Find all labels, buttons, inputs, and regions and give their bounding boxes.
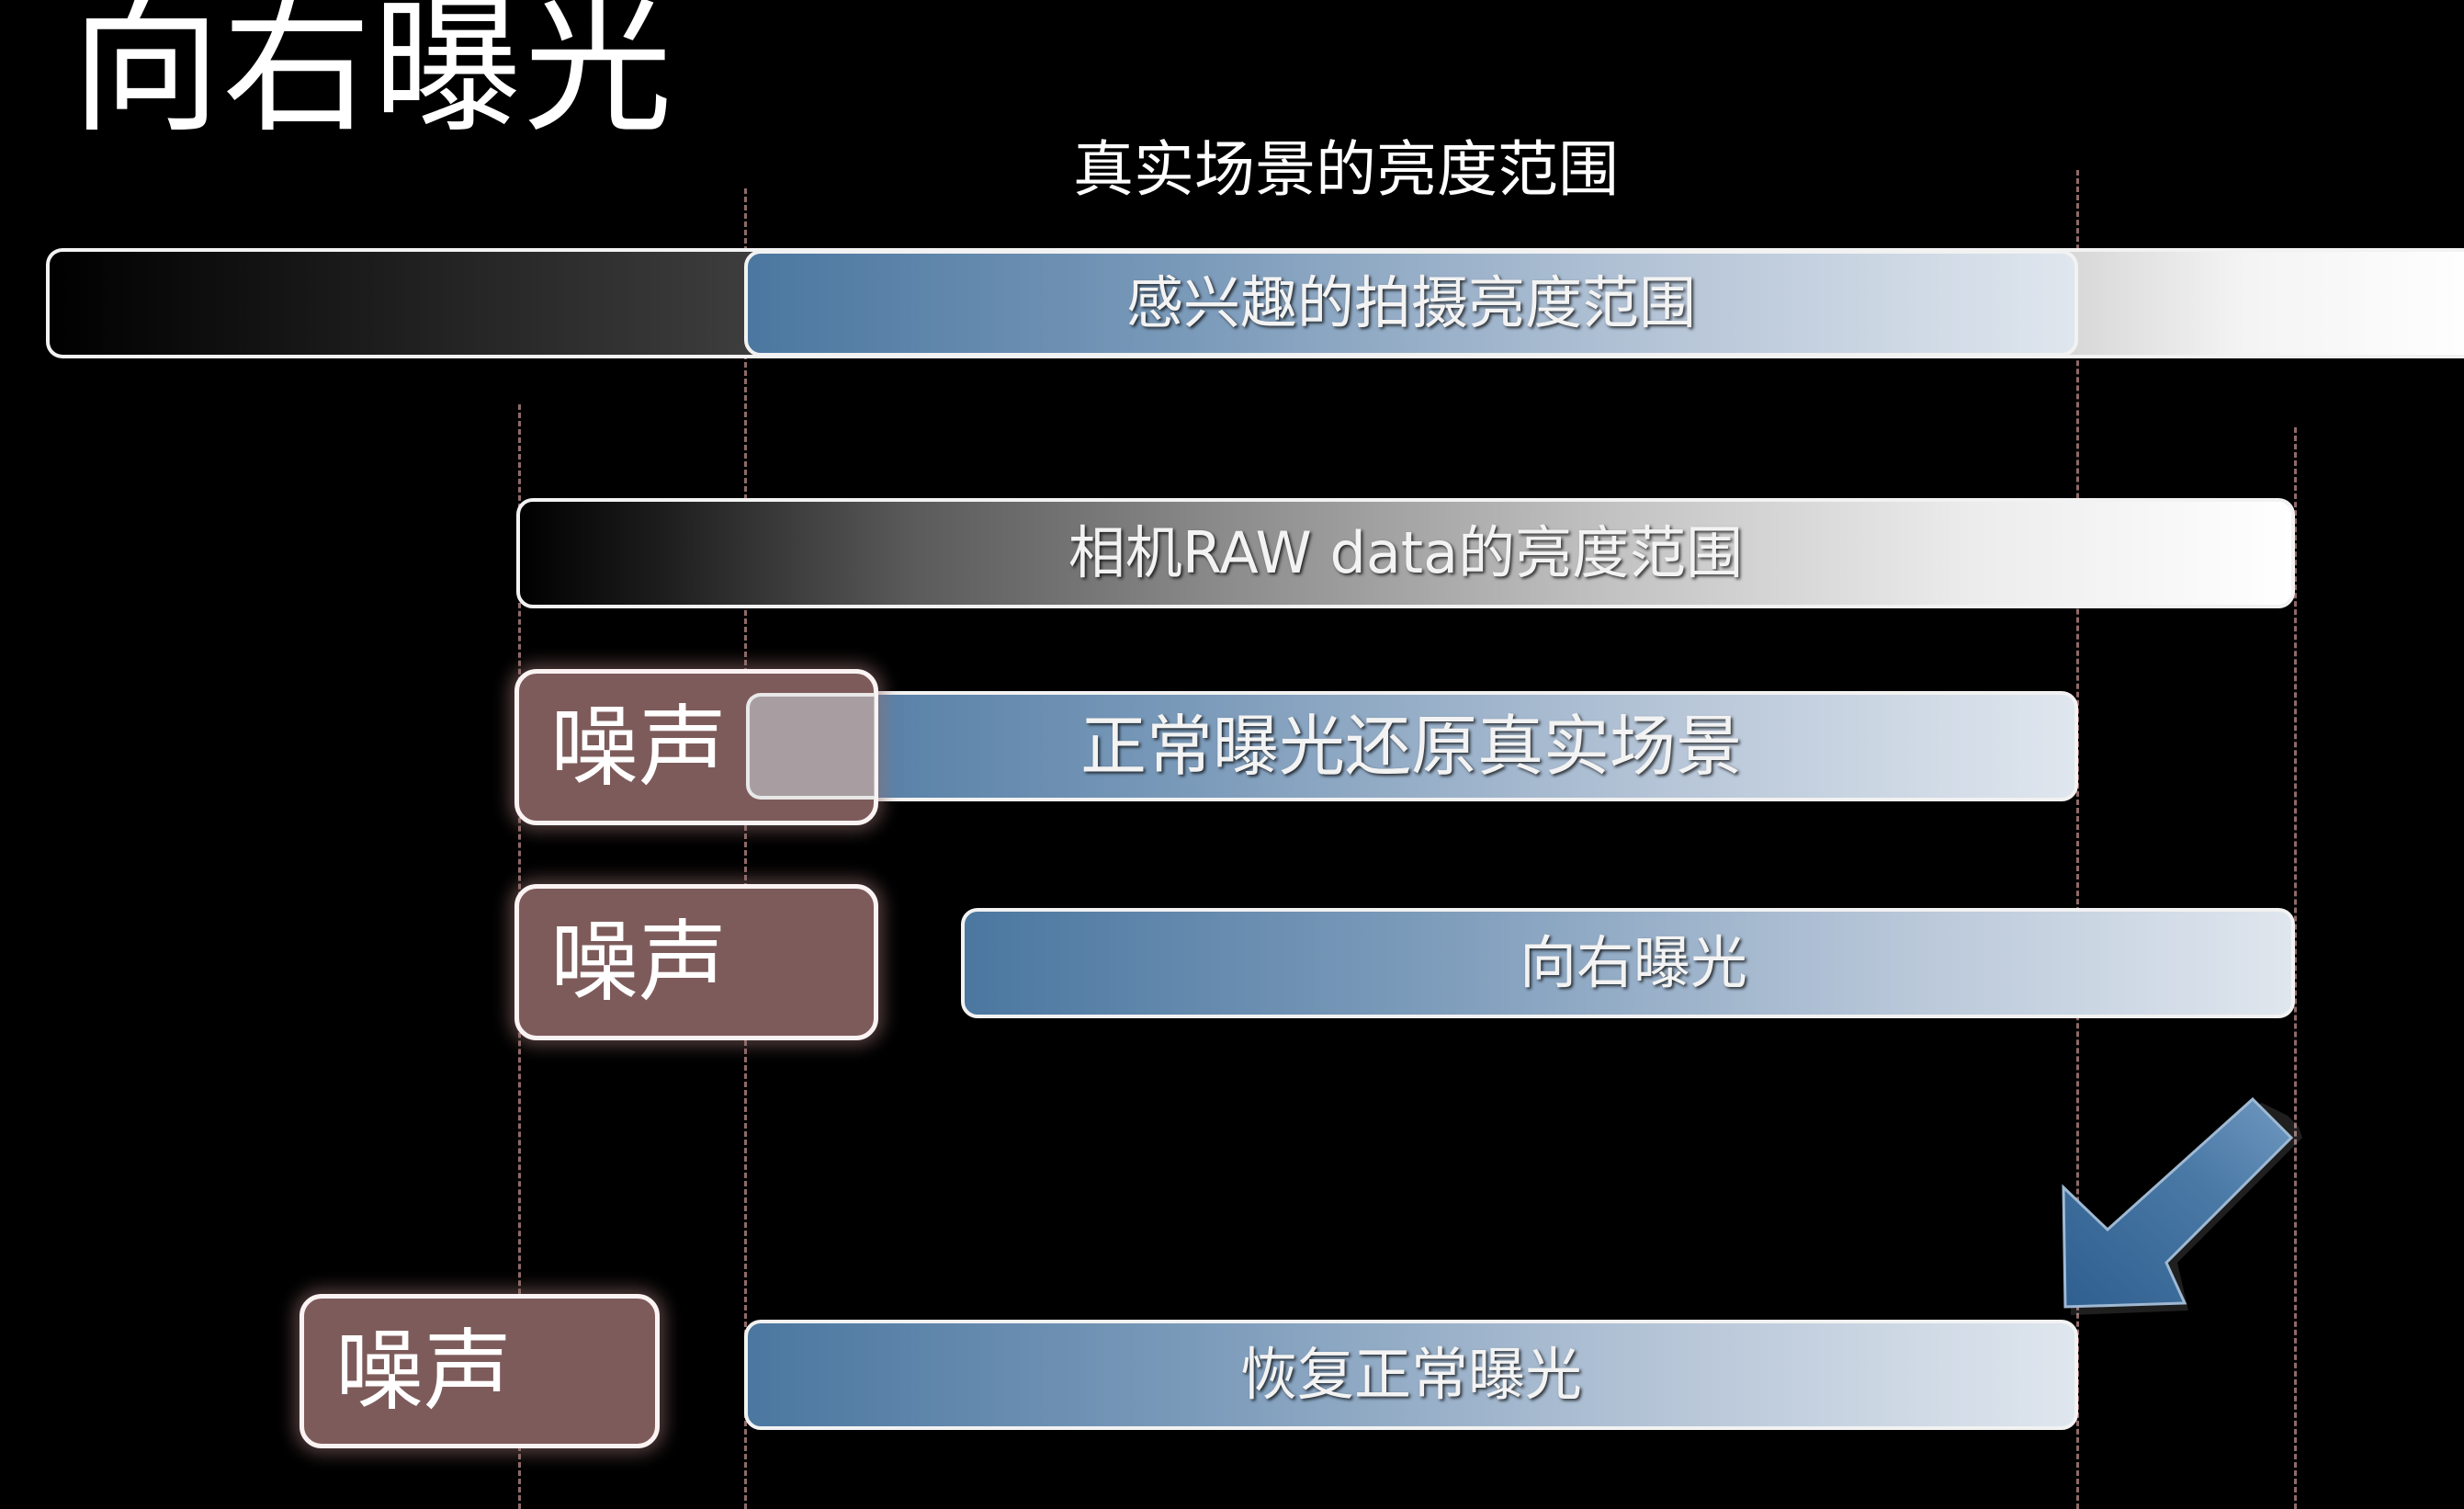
noise-label: 噪声 [550,696,727,799]
down-left-arrow-icon [2062,1096,2302,1315]
interest-range-bar: 感兴趣的拍摄亮度范围 [744,250,2078,357]
noise-label: 噪声 [550,911,727,1014]
raw-data-range-bar: 相机RAW data的亮度范围 [516,498,2295,608]
expose-right-label: 向右曝光 [1519,929,1747,996]
normal-exposure-label: 正常曝光还原真实场景 [1079,708,1742,785]
normal-exposure-bar: 正常曝光还原真实场景 [744,691,2078,801]
guide-line-interest-left [744,188,747,1509]
interest-range-label: 感兴趣的拍摄亮度范围 [1125,269,1696,336]
scene-range-heading: 真实场景的亮度范围 [1073,134,1619,205]
noise-box: 噪声 [514,884,878,1040]
guide-line-interest-right [2076,170,2079,1509]
guide-line-raw-right [2294,427,2297,1509]
expose-right-bar: 向右曝光 [961,908,2295,1018]
restore-normal-bar: 恢复正常曝光 [744,1320,2078,1430]
restore-normal-label: 恢复正常曝光 [1239,1341,1582,1408]
noise-box: 噪声 [300,1294,660,1448]
raw-data-range-label: 相机RAW data的亮度范围 [1068,519,1744,586]
noise-label: 噪声 [335,1320,512,1423]
noise-overlap-region [746,693,875,800]
slide-title: 向右曝光 [72,0,674,153]
